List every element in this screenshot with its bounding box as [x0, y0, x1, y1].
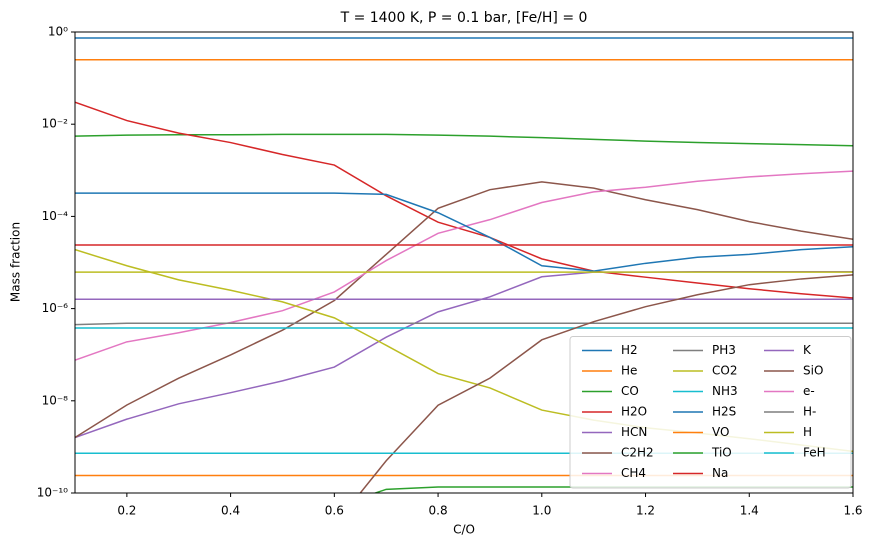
plot-frame — [74, 31, 854, 494]
legend-label: FeH — [803, 446, 826, 460]
legend-label: SiO — [803, 364, 823, 378]
legend-label: H- — [803, 405, 816, 419]
legend-label: VO — [712, 425, 729, 439]
x-tick-label: 1.2 — [636, 504, 655, 518]
chart-title: T = 1400 K, P = 0.1 bar, [Fe/H] = 0 — [340, 10, 588, 26]
legend-box — [569, 336, 852, 489]
x-tick-label: 0.8 — [429, 504, 448, 518]
legend-label: PH3 — [712, 343, 736, 357]
y-tick-label: 10⁻⁴ — [42, 209, 69, 223]
legend-label: Na — [712, 466, 728, 480]
series-line — [75, 133, 853, 147]
legend-label: H2 — [621, 343, 638, 357]
y-tick-label: 10⁰ — [48, 25, 68, 39]
y-tick-label: 10⁻² — [42, 117, 69, 131]
x-tick-label: 1.0 — [532, 504, 551, 518]
plot-lines — [75, 37, 853, 493]
legend-label: K — [803, 343, 812, 357]
series-line — [75, 101, 853, 299]
y-axis-label: Mass fraction — [9, 222, 23, 302]
legend-label: H — [803, 425, 812, 439]
legend-label: C2H2 — [621, 446, 654, 460]
series-line — [75, 181, 853, 439]
x-tick-label: 1.6 — [843, 504, 862, 518]
legend-label: CO — [621, 384, 639, 398]
legend-label: CH4 — [621, 466, 646, 480]
x-tick-label: 1.4 — [740, 504, 759, 518]
series-line — [75, 192, 853, 272]
x-tick-label: 0.6 — [325, 504, 344, 518]
legend-label: e- — [803, 384, 815, 398]
series-line — [75, 322, 853, 326]
x-axis-label: C/O — [453, 523, 475, 537]
x-tick-label: 0.4 — [221, 504, 240, 518]
legend-label: He — [621, 364, 637, 378]
series-line — [359, 274, 853, 493]
legend-label: NH3 — [712, 384, 738, 398]
y-tick-label: 10⁻⁶ — [42, 301, 69, 315]
legend-label: CO2 — [712, 364, 737, 378]
y-tick-label: 10⁻⁸ — [42, 393, 69, 407]
legend-label: TiO — [711, 446, 732, 460]
legend-label: HCN — [621, 425, 647, 439]
x-tick-label: 0.2 — [117, 504, 136, 518]
legend-label: H2S — [712, 405, 736, 419]
y-tick-label: 10⁻¹⁰ — [37, 486, 68, 500]
legend-label: H2O — [621, 405, 647, 419]
